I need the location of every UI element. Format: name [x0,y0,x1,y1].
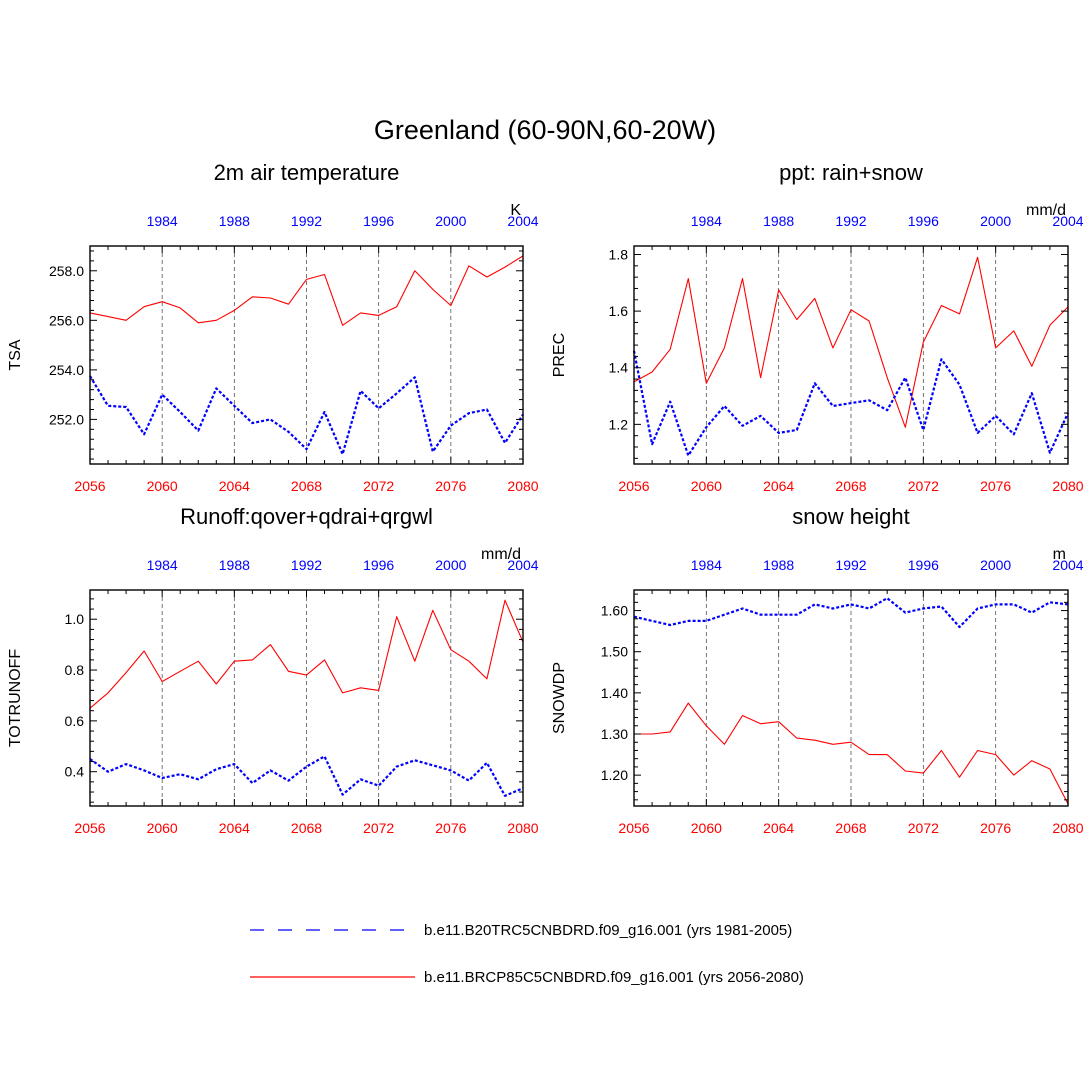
top-tick-label: 1988 [219,557,250,573]
y-tick-label: 1.6 [609,303,629,319]
y-tick-label: 1.0 [65,611,85,627]
x-tick-label: 2056 [618,478,649,494]
y-tick-label: 1.50 [601,644,628,660]
x-tick-label: 2060 [147,478,178,494]
x-tick-label: 2072 [908,820,939,836]
panel-title: 2m air temperature [214,160,400,185]
x-tick-label: 2060 [691,478,722,494]
x-tick-label: 2056 [74,820,105,836]
y-tick-label: 1.8 [609,246,629,262]
series-line-hist [89,755,524,797]
top-tick-label: 2004 [1052,213,1083,229]
x-tick-label: 2064 [763,820,794,836]
figure-title: Greenland (60-90N,60-20W) [374,115,716,145]
x-tick-label: 2080 [507,478,538,494]
series-line-future [633,256,1069,428]
top-tick-label: 1984 [691,557,722,573]
top-tick-label: 2000 [435,557,466,573]
y-axis-label: TOTRUNOFF [7,649,24,748]
panel-title: snow height [792,504,909,529]
top-tick-label: 1988 [219,213,250,229]
units-label: mm/d [481,546,521,563]
series-line-hist [633,597,1069,629]
x-tick-label: 2080 [507,820,538,836]
top-tick-label: 1984 [147,557,178,573]
x-tick-label: 2064 [763,478,794,494]
top-tick-label: 1996 [363,213,394,229]
panel-tsa: 2m air temperature K TSA 2056 2060 2064 2068 20… [7,160,539,494]
x-tick-label: 2056 [74,478,105,494]
y-tick-label: 1.40 [601,685,628,701]
panel-prec: ppt: rain+snow mm/d PREC 2056 2060 2064 2068 20… [551,160,1084,494]
x-tick-label: 2056 [618,820,649,836]
panels: 2m air temperature K TSA 2056 2060 2064 2068 20… [7,160,1084,836]
y-tick-label: 256.0 [49,312,84,328]
y-tick-label: 258.0 [49,263,84,279]
x-tick-label: 2080 [1052,820,1083,836]
top-tick-label: 1984 [691,213,722,229]
legend-label-hist: b.e11.B20TRC5CNBDRD.f09_g16.001 (yrs 198… [424,922,792,939]
y-tick-label: 252.0 [49,411,84,427]
units-label: K [510,202,521,219]
panel-title: ppt: rain+snow [779,160,923,185]
y-axis-label: TSA [7,339,24,370]
panel-title: Runoff:qover+qdrai+qrgwl [180,504,433,529]
panel-snowdp: snow height m SNOWDP 2056 2060 2064 2068 2072 20… [551,504,1084,836]
x-tick-label: 2072 [363,820,394,836]
top-tick-label: 1984 [147,213,178,229]
series-line-hist [89,375,524,456]
top-tick-label: 1988 [763,557,794,573]
x-tick-label: 2064 [219,478,250,494]
x-tick-label: 2064 [219,820,250,836]
x-tick-label: 2068 [291,478,322,494]
x-tick-label: 2076 [980,478,1011,494]
y-tick-label: 1.30 [601,726,628,742]
top-tick-label: 2004 [507,213,538,229]
x-tick-label: 2068 [835,820,866,836]
series-line-future [89,599,524,709]
x-tick-label: 2068 [291,820,322,836]
top-tick-label: 1996 [908,557,939,573]
x-tick-label: 2060 [691,820,722,836]
y-tick-label: 0.8 [65,662,85,678]
x-tick-label: 2072 [908,478,939,494]
x-tick-label: 2076 [435,820,466,836]
units-label: mm/d [1026,202,1066,219]
top-tick-label: 1988 [763,213,794,229]
x-tick-label: 2068 [835,478,866,494]
top-tick-label: 1992 [835,557,866,573]
top-tick-label: 2000 [980,557,1011,573]
top-tick-label: 1996 [363,557,394,573]
x-tick-label: 2060 [147,820,178,836]
y-tick-label: 1.2 [609,416,629,432]
x-tick-label: 2076 [980,820,1011,836]
panel-totrunoff: Runoff:qover+qdrai+qrgwl mm/d TOTRUNOFF 205… [7,504,539,836]
x-tick-label: 2072 [363,478,394,494]
y-axis-label: PREC [551,333,568,377]
y-tick-label: 0.6 [65,713,85,729]
x-tick-label: 2080 [1052,478,1083,494]
top-tick-label: 1996 [908,213,939,229]
y-tick-label: 1.20 [601,767,628,783]
top-tick-label: 1992 [835,213,866,229]
top-tick-label: 2000 [980,213,1011,229]
legend: b.e11.B20TRC5CNBDRD.f09_g16.001 (yrs 198… [250,922,804,986]
series-line-hist [632,350,1070,457]
top-tick-label: 1992 [291,213,322,229]
top-tick-label: 2004 [507,557,538,573]
x-tick-label: 2076 [435,478,466,494]
units-label: m [1053,546,1066,563]
y-tick-label: 254.0 [49,362,84,378]
y-tick-label: 0.4 [65,764,85,780]
y-axis-label: SNOWDP [551,662,568,734]
legend-label-future: b.e11.BRCP85C5CNBDRD.f09_g16.001 (yrs 20… [424,969,804,986]
top-tick-label: 1992 [291,557,322,573]
series-line-future [634,702,1069,805]
top-tick-label: 2004 [1052,557,1083,573]
series-line-future [89,255,524,326]
top-tick-label: 2000 [435,213,466,229]
y-tick-label: 1.60 [601,603,628,619]
y-tick-label: 1.4 [609,360,629,376]
